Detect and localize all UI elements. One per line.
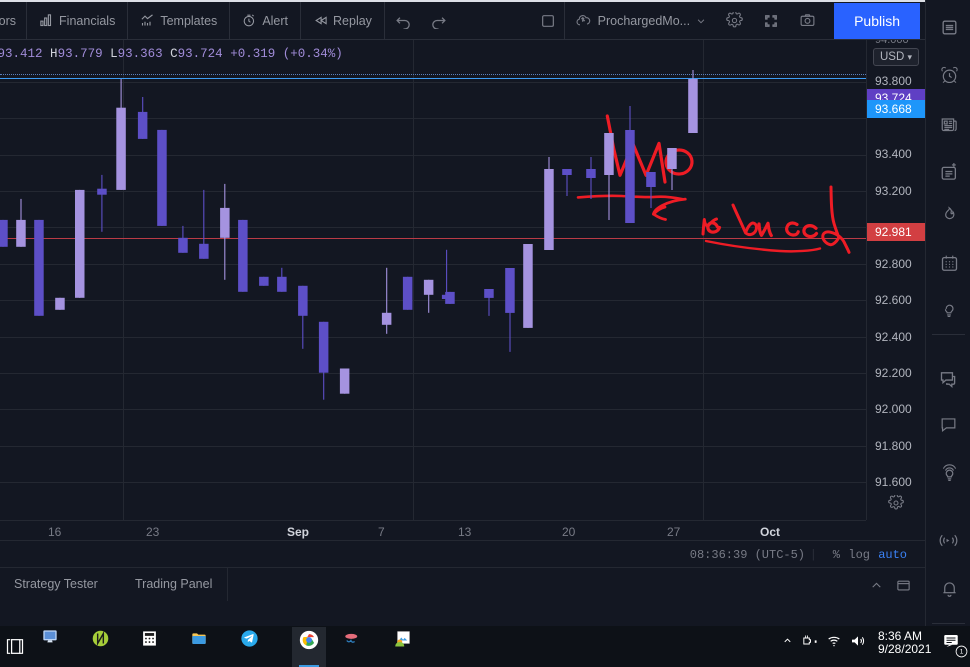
svg-text:1: 1 (960, 649, 964, 656)
